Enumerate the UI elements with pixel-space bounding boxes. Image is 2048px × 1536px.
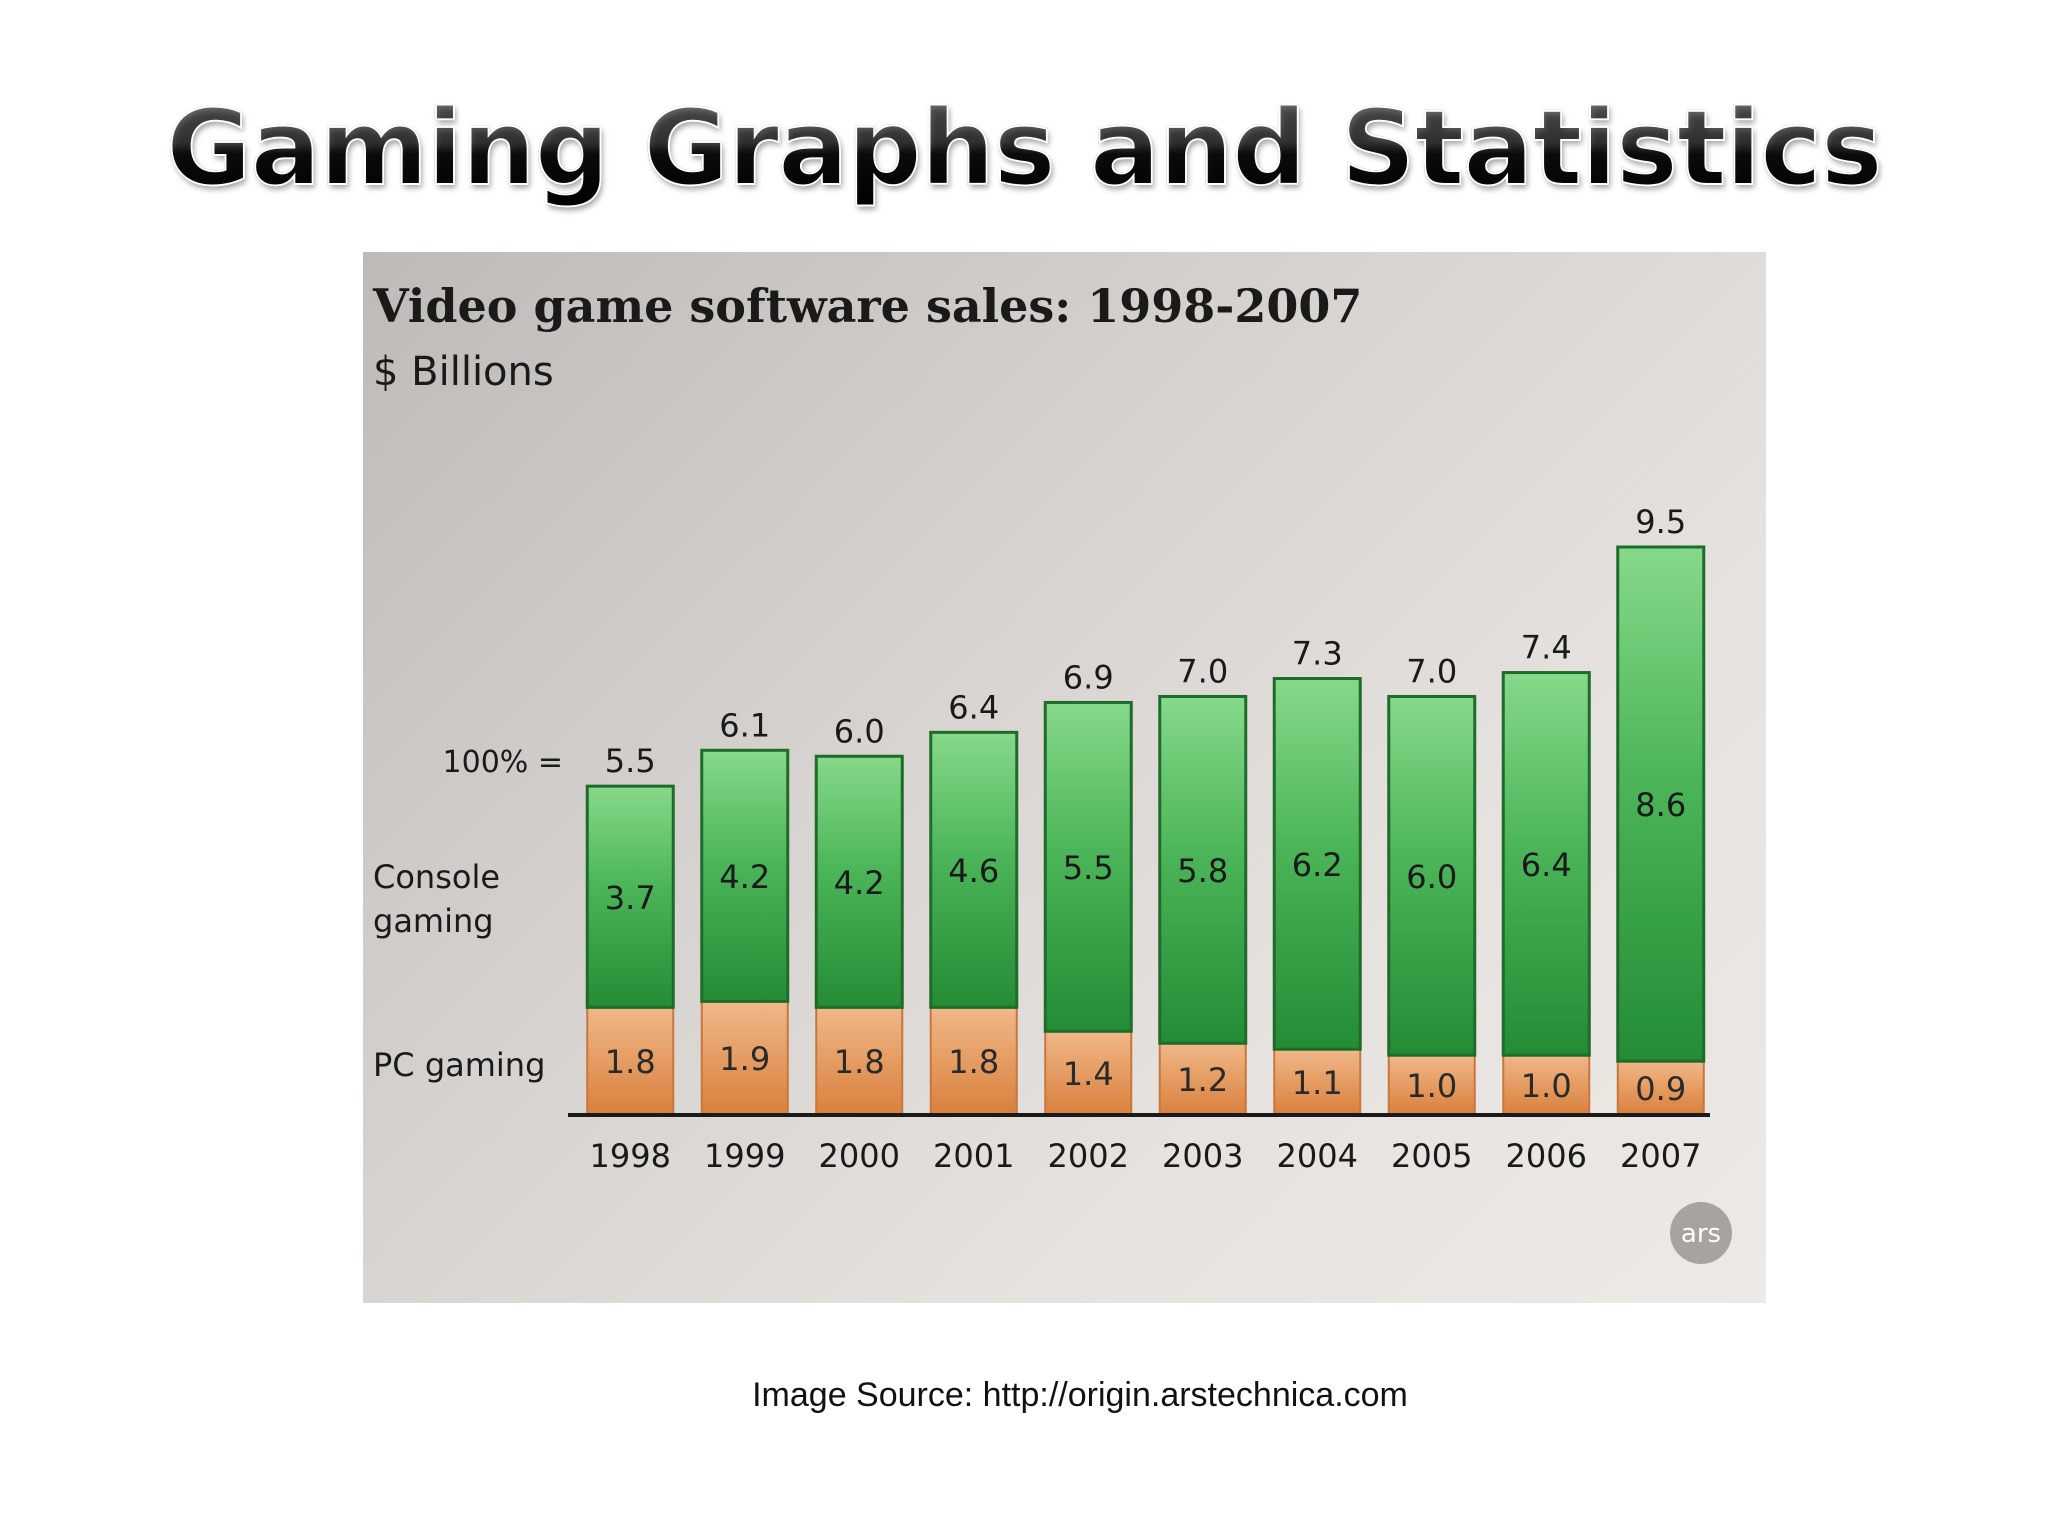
data-label-console-gaming: 3.7 [605, 879, 656, 917]
x-tick-label: 2001 [933, 1137, 1014, 1175]
data-label-console-gaming: 4.2 [834, 864, 885, 902]
row-label-console-gaming-line1: Console [373, 858, 500, 896]
ars-logo-text: ars [1681, 1219, 1721, 1249]
chart-panel: Video game software sales: 1998-2007 $ Bi… [363, 252, 1766, 1303]
data-label-total: 6.4 [948, 688, 999, 726]
bar-pc-gaming-2007 [1616, 1060, 1705, 1116]
data-label-total: 7.4 [1521, 629, 1572, 667]
x-tick-label: 1999 [704, 1137, 785, 1175]
data-label-pc-gaming: 1.4 [1063, 1055, 1114, 1093]
bar-console-gaming-2005 [1387, 694, 1477, 1057]
row-label-console-gaming-line2: gaming [373, 902, 494, 940]
x-tick-label: 1998 [590, 1137, 671, 1175]
data-label-console-gaming: 5.5 [1063, 849, 1114, 887]
data-label-console-gaming: 4.2 [719, 858, 770, 896]
bar-console-gaming-2007 [1616, 545, 1706, 1063]
data-label-pc-gaming: 1.2 [1177, 1061, 1228, 1099]
data-label-console-gaming: 8.6 [1635, 786, 1686, 824]
data-label-total: 7.3 [1292, 635, 1343, 673]
x-tick-label: 2004 [1277, 1137, 1358, 1175]
data-label-pc-gaming: 0.9 [1635, 1070, 1686, 1108]
bar-pc-gaming-1998 [586, 1006, 675, 1117]
bar-console-gaming-2006 [1501, 671, 1591, 1057]
x-tick-label: 2006 [1506, 1137, 1587, 1175]
data-label-pc-gaming: 1.8 [834, 1043, 885, 1081]
chart-title: Video game software sales: 1998-2007 [372, 279, 1362, 333]
data-label-pc-gaming: 1.8 [948, 1043, 999, 1081]
data-label-total: 7.0 [1177, 652, 1228, 690]
x-tick-label: 2003 [1162, 1137, 1243, 1175]
slide-title: Gaming Graphs and Statistics [0, 87, 2048, 209]
x-tick-label: 2007 [1620, 1137, 1701, 1175]
image-source-caption: Image Source: http://origin.arstechnica.… [752, 1376, 1408, 1414]
data-label-total: 7.0 [1406, 652, 1457, 690]
data-label-pc-gaming: 1.0 [1406, 1067, 1457, 1105]
data-label-console-gaming: 4.6 [948, 852, 999, 890]
bar-pc-gaming-2006 [1502, 1054, 1591, 1116]
ars-logo-badge [1670, 1202, 1732, 1264]
x-tick-label: 2005 [1391, 1137, 1472, 1175]
bar-console-gaming-2000 [814, 754, 904, 1009]
x-tick-label: 2002 [1048, 1137, 1129, 1175]
data-label-total: 6.1 [719, 706, 770, 744]
bar-console-gaming-1999 [700, 748, 790, 1003]
data-label-pc-gaming: 1.0 [1521, 1067, 1572, 1105]
stacked-bar-chart: Video game software sales: 1998-2007 $ Bi… [372, 279, 1732, 1264]
data-label-console-gaming: 6.4 [1521, 846, 1572, 884]
data-label-total: 6.9 [1063, 658, 1114, 696]
data-label-total: 6.0 [834, 712, 885, 750]
data-label-total: 9.5 [1635, 503, 1686, 541]
data-label-console-gaming: 5.8 [1177, 852, 1228, 890]
row-label-pc-gaming: PC gaming [373, 1046, 545, 1084]
data-label-pc-gaming: 1.1 [1292, 1064, 1343, 1102]
bar-console-gaming-2002 [1043, 700, 1133, 1033]
data-label-pc-gaming: 1.9 [719, 1040, 770, 1078]
total-label-prefix: 100% = [443, 745, 563, 780]
data-label-total: 5.5 [605, 742, 656, 780]
bar-console-gaming-2001 [929, 730, 1019, 1009]
bar-console-gaming-1998 [585, 784, 675, 1009]
data-label-console-gaming: 6.0 [1406, 858, 1457, 896]
chart-subtitle: $ Billions [373, 349, 554, 395]
bar-pc-gaming-2003 [1158, 1042, 1247, 1116]
data-label-console-gaming: 6.2 [1292, 846, 1343, 884]
bar-console-gaming-2003 [1158, 694, 1248, 1045]
x-tick-label: 2000 [819, 1137, 900, 1175]
bar-console-gaming-2004 [1272, 677, 1362, 1051]
data-label-pc-gaming: 1.8 [605, 1043, 656, 1081]
